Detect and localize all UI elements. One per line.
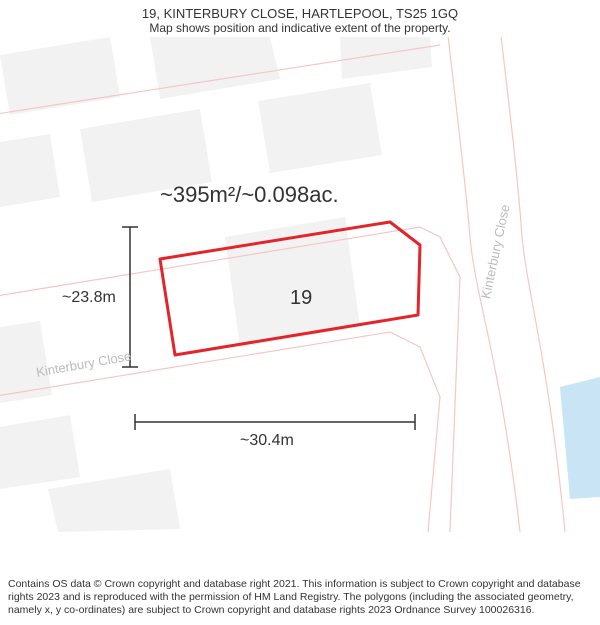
dim-horizontal-label: ~30.4m [240,432,294,450]
header: 19, KINTERBURY CLOSE, HARTLEPOOL, TS25 1… [0,0,600,37]
map-svg [0,37,600,532]
map-area: ~395m²/~0.098ac. 19 ~23.8m ~30.4m Kinter… [0,37,600,532]
area-label: ~395m²/~0.098ac. [160,182,339,208]
header-subtitle: Map shows position and indicative extent… [10,21,590,35]
dim-vertical-label: ~23.8m [62,289,116,307]
property-address: 19, KINTERBURY CLOSE, HARTLEPOOL, TS25 1… [10,6,590,21]
plot-number: 19 [290,287,312,310]
copyright-footer: Contains OS data © Crown copyright and d… [0,574,600,625]
